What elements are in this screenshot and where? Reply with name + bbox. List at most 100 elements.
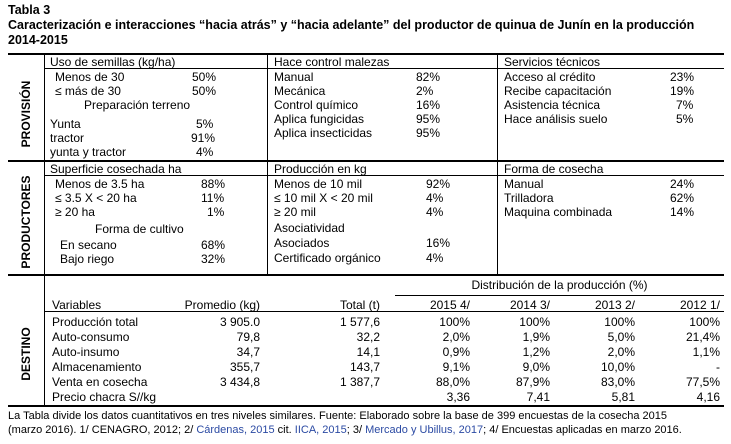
list-item: Bajo riego: [60, 252, 115, 266]
list-item-value: 4%: [196, 145, 214, 159]
rule: [45, 68, 724, 69]
list-item-value: 11%: [201, 191, 225, 205]
cultivo-header: Forma de cultivo: [95, 222, 184, 236]
list-item-value: 4%: [426, 205, 444, 219]
column-header: 2015 4/: [429, 298, 470, 312]
table-cell: 4,16: [696, 390, 720, 404]
col-rule: [267, 53, 268, 274]
table-cell: 143,7: [349, 360, 380, 374]
table-cell: 88,0%: [435, 375, 470, 389]
citation-link[interactable]: Cárdenas, 2015: [196, 424, 275, 436]
table-row-label: Producción total: [52, 315, 139, 329]
list-item: En secano: [60, 238, 117, 252]
table-cell: 1 387,7: [339, 375, 380, 389]
footnote-line1: La Tabla divide los datos cuantitativos …: [8, 410, 667, 422]
cosecha-header: Forma de cosecha: [504, 162, 604, 176]
list-item: Aplica insecticidas: [274, 126, 373, 140]
rule: [395, 295, 724, 296]
table-row-label: Venta en cosecha: [52, 375, 148, 389]
list-item-value: 91%: [191, 131, 216, 145]
list-item: Recibe capacitación: [504, 84, 612, 98]
list-item: Control químico: [274, 98, 359, 112]
table-cell: 2,0%: [607, 345, 635, 359]
list-item: Trilladora: [504, 191, 554, 205]
section-rule: [8, 160, 724, 162]
list-item: ≥ 20 ha: [55, 205, 95, 219]
table-cell: 83,0%: [600, 375, 635, 389]
table-cell: 100%: [604, 315, 635, 329]
side-rule: [44, 53, 45, 405]
footnote-text: ; 4/ Encuestas aplicadas en marzo 2016.: [483, 424, 682, 436]
list-item: Menos de 10 mil: [274, 177, 363, 191]
footnote-text: cit.: [274, 424, 295, 436]
list-item: Aplica fungicidas: [274, 112, 365, 126]
list-item-value: 92%: [426, 177, 451, 191]
list-item: Mecánica: [274, 84, 326, 98]
asociatividad-header: Asociatividad: [274, 221, 345, 235]
table-cell: 1,2%: [522, 345, 550, 359]
preparacion-header: Preparación terreno: [84, 98, 191, 112]
list-item: Yunta: [50, 117, 81, 131]
list-item: Hace análisis suelo: [504, 112, 608, 126]
section-rule: [8, 274, 724, 276]
distribution-header: Distribución de la producción (%): [471, 278, 648, 292]
superficie-header: Superficie cosechada ha: [50, 162, 182, 176]
table-cell: 9,1%: [442, 360, 470, 374]
list-item: Certificado orgánico: [274, 251, 381, 265]
column-header: Total (t): [339, 298, 380, 312]
list-item: tractor: [50, 131, 85, 145]
list-item: Menos de 3.5 ha: [55, 177, 145, 191]
footnote-text: (marzo 2016). 1/ CENAGRO, 2012; 2/: [8, 424, 197, 436]
list-item: Maquina combinada: [504, 205, 613, 219]
list-item-value: 88%: [201, 177, 226, 191]
bottom-rule: [8, 405, 724, 407]
table-row-label: Auto-insumo: [52, 345, 120, 359]
list-item-value: 2%: [416, 84, 434, 98]
list-item-value: 16%: [416, 98, 441, 112]
table-cell: 87,9%: [515, 375, 550, 389]
list-item: Acceso al crédito: [504, 70, 596, 84]
top-rule: [8, 53, 724, 55]
citation-link[interactable]: IICA, 2015: [294, 424, 347, 436]
table-row-label: Almacenamiento: [52, 360, 142, 374]
table-cell: 1,9%: [522, 330, 550, 344]
table-title-years: 2014-2015: [8, 33, 68, 47]
column-header: 2012 1/: [679, 298, 720, 312]
list-item-value: 19%: [670, 84, 695, 98]
table-cell: 355,7: [229, 360, 260, 374]
table-cell: 5,0%: [607, 330, 635, 344]
list-item-value: 4%: [426, 251, 444, 265]
list-item: ≤ 3.5 X < 20 ha: [55, 191, 137, 205]
footnote-line2: (marzo 2016). 1/ CENAGRO, 2012; 2/ Cárde…: [8, 424, 682, 437]
table-cell: 3 905.0: [219, 315, 260, 329]
list-item-value: 95%: [416, 126, 441, 140]
section-label-productores: PRODUCTORES: [19, 175, 33, 269]
list-item-value: 1%: [207, 205, 225, 219]
column-header: Promedio (kg): [184, 298, 260, 312]
section-label-destino: DESTINO: [19, 327, 33, 381]
table-cell: 100%: [689, 315, 720, 329]
list-item-value: 62%: [670, 191, 695, 205]
list-item-value: 16%: [426, 236, 451, 250]
table-row-label: Auto-consumo: [52, 330, 130, 344]
malezas-header: Hace control malezas: [274, 55, 390, 69]
table-cell: 1 577,6: [339, 315, 380, 329]
table-row-label: Precio chacra S//kg: [52, 390, 157, 404]
table-cell: 1,1%: [692, 345, 720, 359]
list-item-value: 23%: [670, 70, 695, 84]
list-item-value: 82%: [416, 70, 441, 84]
footnote-text: ; 3/: [346, 424, 366, 436]
list-item: Manual: [274, 70, 314, 84]
list-item: Menos de 30: [55, 70, 125, 84]
column-header: Variables: [52, 298, 102, 312]
table-cell: 10,0%: [600, 360, 635, 374]
citation-link[interactable]: Mercado y Ubillus, 2017: [365, 424, 484, 436]
table-cell: 21,4%: [685, 330, 720, 344]
semillas-header: Uso de semillas (kg/ha): [50, 55, 176, 69]
list-item-value: 5%: [196, 117, 214, 131]
table-cell: 0,9%: [442, 345, 470, 359]
table-cell: 100%: [519, 315, 550, 329]
list-item-value: 14%: [670, 205, 695, 219]
table-cell: 100%: [439, 315, 470, 329]
table-cell: 14,1: [356, 345, 380, 359]
